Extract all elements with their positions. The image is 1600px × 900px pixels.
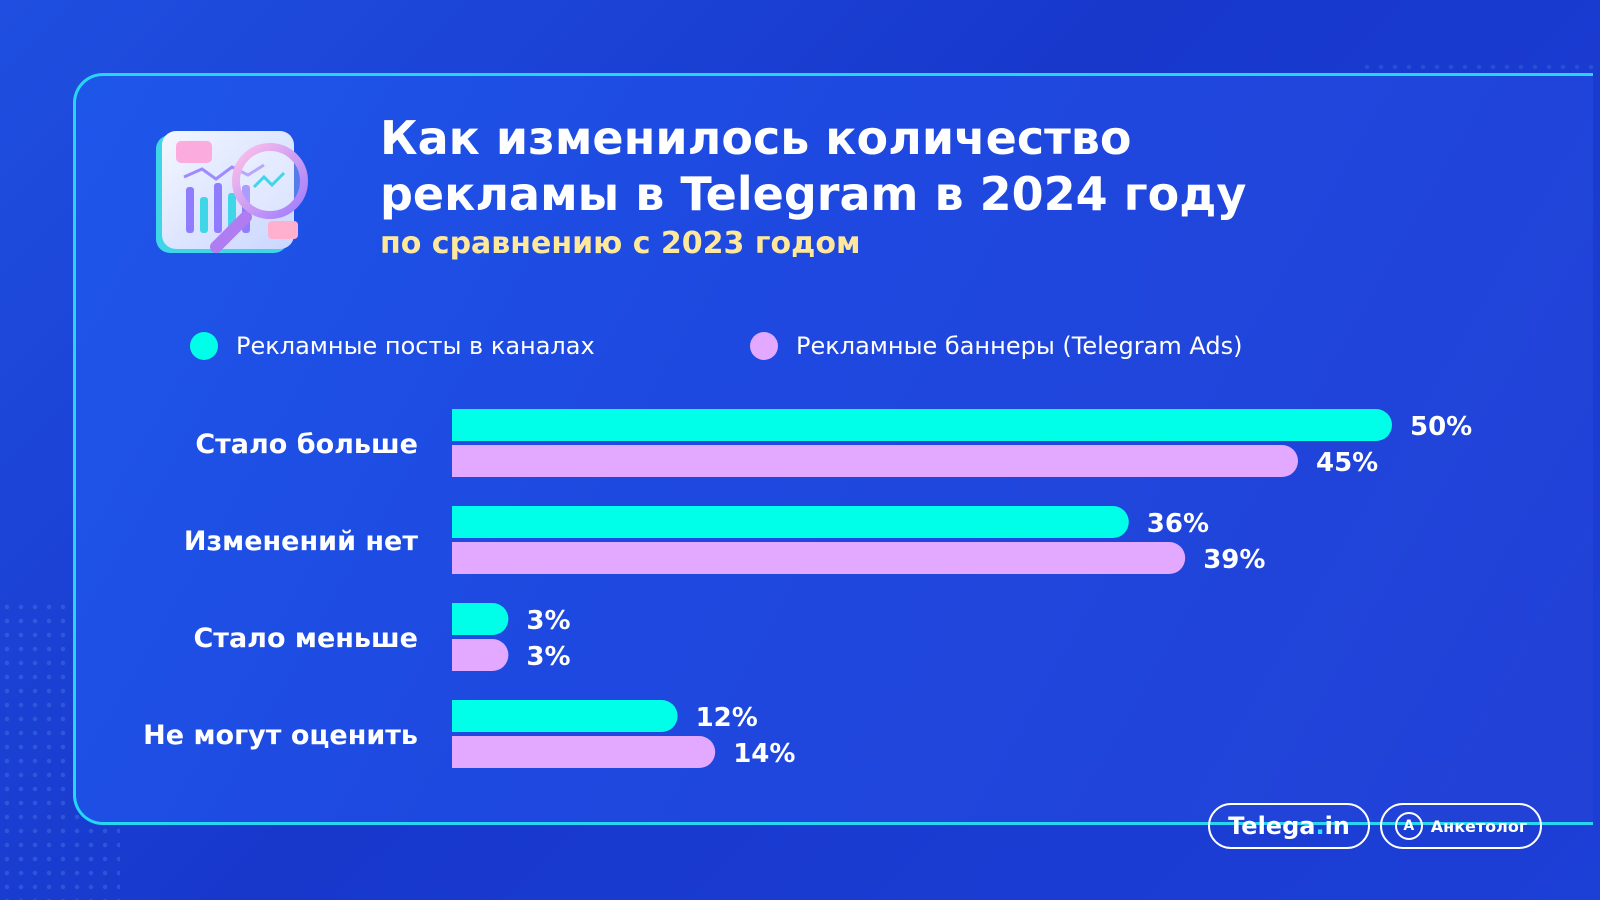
telega-logo-badge[interactable]: Telega. in: [1208, 803, 1370, 849]
legend-item-posts: Рекламные посты в каналах: [190, 332, 595, 360]
data-label: 45%: [1316, 448, 1378, 478]
chart-magnifier-icon: [156, 131, 308, 253]
telega-logo-suffix: in: [1324, 812, 1350, 840]
category-label: Изменений нет: [184, 526, 418, 557]
category-label: Не могут оценить: [143, 720, 418, 751]
data-label: 12%: [696, 703, 758, 733]
anketolog-logo-text: Анкетолог: [1430, 816, 1528, 836]
bar: [452, 700, 678, 732]
legend-label-posts: Рекламные посты в каналах: [236, 332, 595, 360]
telega-logo-dot: .: [1315, 812, 1325, 840]
data-label: 3%: [526, 642, 570, 672]
anketolog-logo-badge[interactable]: A Анкетолог: [1380, 803, 1542, 849]
title-line-1: Как изменилось количество: [380, 111, 1132, 165]
page-title: Как изменилось количество рекламы в Tele…: [380, 110, 1380, 222]
data-label: 3%: [526, 606, 570, 636]
data-label: 39%: [1203, 545, 1265, 575]
bar: [452, 639, 509, 671]
legend-swatch-posts: [190, 332, 218, 360]
data-label: 50%: [1410, 412, 1472, 442]
legend-label-banners: Рекламные баннеры (Telegram Ads): [796, 332, 1243, 360]
bar: [452, 603, 509, 635]
category-label: Стало меньше: [193, 623, 418, 654]
bar: [452, 542, 1186, 574]
bar: [452, 445, 1298, 477]
legend-item-banners: Рекламные баннеры (Telegram Ads): [750, 332, 1242, 360]
data-label: 14%: [733, 739, 795, 769]
bar: [452, 409, 1392, 441]
data-label: 36%: [1147, 509, 1209, 539]
bar: [452, 736, 716, 768]
bar: [452, 506, 1129, 538]
page-subtitle: по сравнению с 2023 годом: [380, 226, 861, 261]
legend-swatch-banners: [750, 332, 778, 360]
title-line-2: рекламы в Telegram в 2024 году: [380, 167, 1247, 221]
telega-logo-text: Telega: [1228, 812, 1316, 840]
category-label: Стало больше: [195, 429, 418, 460]
anketolog-logo-icon: A: [1394, 812, 1423, 840]
